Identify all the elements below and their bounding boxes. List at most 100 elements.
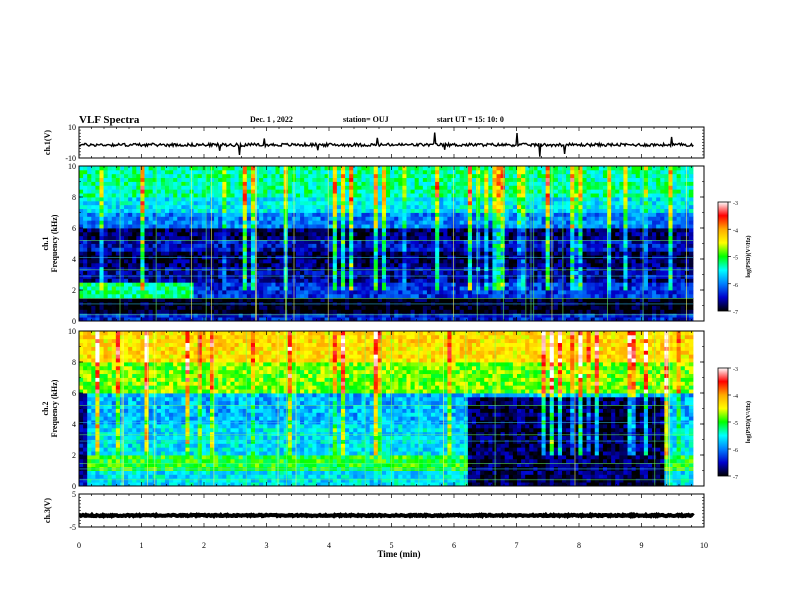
ch1-spec-cell (209, 239, 215, 244)
ch1-spec-cell (238, 259, 244, 264)
ch1-spec-cell (390, 228, 395, 233)
ch1-spec-cell (345, 305, 350, 310)
ch1-spec-cell (164, 293, 170, 299)
ch1-spec-cell (124, 228, 129, 233)
ch1-spec-cell (177, 220, 182, 225)
ch1-spec-cell (132, 286, 137, 291)
ch1-spec-cell (287, 200, 293, 206)
ch1-spec-cell (578, 204, 583, 210)
ch1-spec-cell (459, 305, 465, 310)
ch1-spec-cell (500, 282, 506, 287)
ch1-spec-cell (619, 216, 624, 221)
ch1-spec-cell (684, 204, 690, 210)
ch1-spec-cell (656, 313, 661, 318)
ch1-spec-cell (336, 297, 342, 303)
ch1-spec-cell (263, 309, 268, 314)
ch1-spec-cell (336, 197, 342, 202)
ch1-spec-cell (582, 259, 587, 264)
ch1-spec-cell (488, 204, 493, 210)
ch1-spec-cell (304, 262, 309, 268)
ch1-spec-cell (508, 216, 514, 221)
ch1-spec-cell (181, 251, 186, 256)
ch1-spec-cell (602, 224, 608, 229)
ch1-spec-cell (345, 251, 350, 256)
ch1-spec-cell (504, 305, 510, 310)
ch1-spec-cell (553, 270, 559, 275)
ch1-spec-cell (345, 313, 350, 318)
ch1-spec-cell (639, 239, 645, 244)
ch1-spec-cell (533, 228, 538, 233)
ch1-spec-cell (476, 305, 481, 310)
ch1-spec-cell (496, 290, 502, 295)
ch1-spec-cell (79, 212, 84, 217)
ch1-spec-cell (578, 251, 583, 256)
ch1-spec-cell (521, 228, 526, 233)
ch1-spec-cell (566, 224, 571, 229)
ch1-spec-cell (684, 235, 690, 241)
ch1-spec-cell (529, 286, 534, 291)
ch1-spec-cell (525, 305, 530, 310)
ch1-spec-cell (300, 197, 305, 202)
ch1-spec-cell (173, 293, 178, 299)
ch1-spec-cell (656, 278, 661, 283)
ch1-spec-cell (271, 290, 276, 295)
ch1-spec-cell (181, 286, 186, 291)
ch1-spec-cell (316, 251, 321, 256)
ch1-spec-cell (365, 266, 371, 272)
ch1-spec-cell (259, 313, 264, 318)
ch1-spec-cell (152, 317, 158, 322)
ch1-spec-cell (668, 247, 673, 252)
ch1-spec-cell (209, 278, 215, 283)
ch1-spec-cell (275, 224, 280, 229)
ch1-spec-cell (422, 270, 428, 275)
ch1-spec-cell (193, 200, 199, 206)
ch1-spec-cell (115, 216, 121, 221)
ch1-spec-cell (574, 282, 579, 287)
ch1-spec-cell (496, 220, 502, 225)
ch1-spec-cell (99, 259, 104, 264)
ch1-spec-cell (443, 197, 448, 202)
ch1-spec-cell (602, 282, 608, 287)
ch1-spec-cell (177, 274, 182, 279)
ch1-spec-cell (439, 220, 444, 225)
ch1-spec-cell (193, 305, 199, 310)
ch1-spec-cell (316, 286, 321, 291)
ch1-spec-cell (664, 235, 669, 241)
ch1-spec-cell (115, 290, 121, 295)
ch1-spec-cell (508, 239, 514, 244)
ch1-spec-cell (627, 247, 632, 252)
ch1-spec-cell (381, 282, 387, 287)
ch1-spec-cell (230, 317, 235, 322)
ch1-spec-cell (173, 262, 178, 268)
ch1-spec-cell (369, 239, 375, 244)
ch1-spec-cell (521, 286, 526, 291)
ch1-spec-cell (607, 313, 612, 318)
ch1-spec-cell (500, 278, 506, 283)
ch1-spec-cell (164, 259, 170, 264)
ch1-spec-cell (91, 305, 96, 310)
ch1-spec-cell (471, 239, 477, 244)
ch1-spec-cell (443, 282, 448, 287)
ch1-spec-cell (316, 235, 321, 241)
ch1-spec-cell (529, 297, 534, 303)
ch1-spec-cell (582, 251, 587, 256)
ch1-spec-cell (287, 204, 293, 210)
ch1-spec-cell (521, 259, 526, 264)
ch1-spec-cell (652, 313, 657, 318)
ch1-spec-cell (447, 212, 452, 217)
ch1-spec-cell (160, 193, 166, 198)
ch1-spec-cell (598, 197, 604, 202)
ch1-spec-cell (275, 193, 280, 198)
ch1-spec-cell (87, 247, 92, 252)
ch1-spec-cell (643, 278, 649, 283)
ch1-spec-cell (381, 262, 387, 268)
ch1-spec-cell (242, 224, 248, 229)
ch1-spec-cell (369, 228, 375, 233)
ch1-spec-cell (615, 216, 620, 221)
ch1-spec-cell (672, 293, 678, 299)
ch1-spec-cell (79, 297, 84, 303)
ch1-spec-cell (574, 297, 579, 303)
ch1-spec-cell (263, 224, 268, 229)
ch1-spec-cell (643, 297, 649, 303)
